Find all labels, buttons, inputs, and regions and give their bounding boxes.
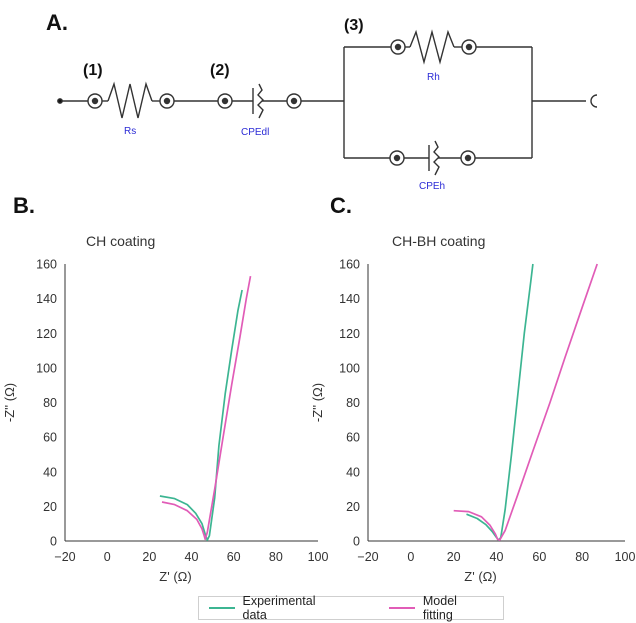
series-line-experimental-data-ch: [159, 289, 243, 541]
y-axis-label-ch-bh: -Z'' (Ω): [310, 383, 325, 422]
x-tick-label-ch-bh: 0: [407, 550, 414, 564]
y-tick-label-ch: 80: [43, 396, 57, 410]
x-axis-label-ch: Z' (Ω): [159, 569, 191, 584]
y-tick-label-ch: 120: [36, 327, 57, 341]
equivalent-circuit-diagram: (1) (2) (3) Rs CPEdl Rh CPEh: [57, 17, 598, 190]
legend-label-experimental: Experimental data: [242, 594, 316, 622]
y-tick-label-ch-bh: 40: [346, 465, 360, 479]
x-tick-label-ch-bh: 80: [575, 550, 589, 564]
cpedl-label: CPEdl: [241, 127, 269, 138]
x-tick-label-ch-bh: −20: [357, 550, 378, 564]
panel-label-b: B.: [13, 193, 35, 218]
legend-swatch-model: [389, 607, 415, 609]
x-tick-label-ch-bh: 60: [532, 550, 546, 564]
y-tick-label-ch: 140: [36, 292, 57, 306]
rh-label: Rh: [427, 72, 440, 83]
x-tick-label-ch: 100: [308, 550, 329, 564]
legend-item-experimental: Experimental data: [209, 594, 341, 622]
circuit-label-2: (2): [210, 62, 230, 79]
x-tick-label-ch: 80: [269, 550, 283, 564]
chart-title-ch: CH coating: [86, 233, 156, 249]
series-line-experimental-data-ch-bh: [466, 263, 534, 541]
y-tick-label-ch-bh: 160: [339, 258, 360, 272]
x-tick-label-ch-bh: 100: [615, 550, 636, 564]
y-tick-label-ch: 0: [50, 535, 57, 549]
legend-label-model: Model fitting: [422, 594, 457, 622]
y-tick-label-ch: 160: [36, 258, 57, 272]
rh-resistor: [409, 29, 455, 65]
y-tick-label-ch-bh: 0: [353, 535, 360, 549]
x-tick-label-ch-bh: 40: [490, 550, 504, 564]
y-tick-label-ch-bh: 140: [339, 292, 360, 306]
y-tick-label-ch-bh: 120: [339, 327, 360, 341]
y-tick-label-ch-bh: 20: [346, 500, 360, 514]
legend-item-model: Model fitting: [389, 594, 489, 622]
output-terminal: [590, 94, 598, 108]
y-tick-label-ch: 40: [43, 465, 57, 479]
x-tick-label-ch-bh: 20: [447, 550, 461, 564]
x-axis-label-ch-bh: Z' (Ω): [464, 569, 496, 584]
cpedl-element: [252, 83, 264, 119]
y-axis-label-ch: -Z'' (Ω): [2, 383, 17, 422]
cpeh-element: [428, 140, 440, 176]
y-tick-label-ch-bh: 60: [346, 431, 360, 445]
series-line-model-fitting-ch-bh: [453, 263, 599, 541]
legend-swatch-experimental: [209, 607, 235, 609]
circuit-label-3: (3): [344, 17, 364, 34]
y-tick-label-ch: 100: [36, 361, 57, 375]
y-tick-label-ch-bh: 100: [339, 361, 360, 375]
x-tick-label-ch: 0: [104, 550, 111, 564]
legend: Experimental data Model fitting: [198, 594, 504, 622]
rs-resistor: [107, 81, 153, 119]
y-tick-label-ch: 20: [43, 500, 57, 514]
cpeh-label: CPEh: [419, 181, 445, 190]
series-line-model-fitting-ch: [161, 275, 252, 541]
x-tick-label-ch: 40: [185, 550, 199, 564]
x-tick-label-ch: 20: [142, 550, 156, 564]
panel-label-a: A.: [46, 10, 68, 35]
chart-title-ch-bh: CH-BH coating: [392, 233, 486, 249]
circuit-label-1: (1): [83, 62, 103, 79]
input-terminal: [57, 98, 63, 104]
x-tick-label-ch: 60: [227, 550, 241, 564]
y-tick-label-ch-bh: 80: [346, 396, 360, 410]
x-tick-label-ch: −20: [54, 550, 75, 564]
rs-label: Rs: [124, 126, 136, 137]
y-tick-label-ch: 60: [43, 431, 57, 445]
panel-label-c: C.: [330, 193, 352, 218]
